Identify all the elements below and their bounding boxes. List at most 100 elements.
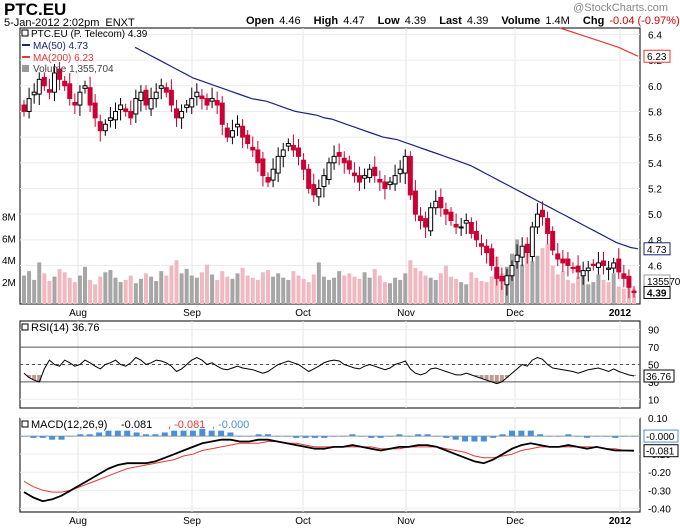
macd-histogram-bar xyxy=(368,436,375,438)
macd-histogram-bar xyxy=(86,434,93,437)
candle-body xyxy=(351,172,357,177)
macd-histogram-bar xyxy=(124,430,131,437)
macd-histogram-bar xyxy=(537,434,544,437)
macd-histogram-bar xyxy=(208,430,215,437)
candle-body xyxy=(41,76,47,87)
volume-bar xyxy=(98,276,103,304)
macd-histogram-bar xyxy=(133,432,140,437)
candle-body xyxy=(229,130,235,138)
macd-histogram-bar xyxy=(358,436,365,437)
volume-bar xyxy=(367,277,372,304)
volume-bar xyxy=(57,268,62,304)
candle-body xyxy=(184,104,190,109)
macd-histogram-bar xyxy=(424,434,431,437)
candle-body xyxy=(255,149,261,164)
macd-histogram-bar xyxy=(218,430,225,437)
candle-body xyxy=(265,177,271,183)
open-value: 4.46 xyxy=(279,15,301,27)
candle-body xyxy=(433,200,439,209)
candle-body xyxy=(438,196,444,209)
volume-bar xyxy=(169,265,174,304)
candle-body xyxy=(46,89,52,93)
rsi-tick-label: 10 xyxy=(648,395,660,406)
volume-bar xyxy=(128,275,133,304)
x-tick-label: Sep xyxy=(183,308,201,319)
candle-body xyxy=(199,95,205,100)
candle-body xyxy=(606,267,612,270)
macd-histogram-bar xyxy=(311,436,318,438)
last-label: Last xyxy=(439,15,462,27)
last-price-tag-box xyxy=(643,285,671,299)
volume-bar xyxy=(291,271,296,304)
macd-histogram-bar xyxy=(377,436,384,438)
volume-bar xyxy=(271,276,276,304)
macd-histogram-bar xyxy=(565,434,572,437)
macd-histogram-bar xyxy=(236,436,243,437)
candle-body xyxy=(163,87,169,93)
macd-histogram-bar xyxy=(527,430,534,437)
candle-body xyxy=(565,258,571,266)
macd-tick-label: -0.30 xyxy=(648,486,671,497)
volume-bar xyxy=(205,264,209,304)
macd-histogram-bar xyxy=(509,430,515,437)
volume-bar xyxy=(337,271,342,304)
volume-bar xyxy=(489,276,494,304)
volume-bar xyxy=(138,278,143,304)
macd-histogram-bar xyxy=(462,436,469,442)
candle-body xyxy=(463,220,469,224)
volume-bar xyxy=(403,273,408,304)
candle-body xyxy=(458,226,464,229)
panel-frame-2 xyxy=(19,417,641,513)
volume-bar xyxy=(321,276,326,304)
candle-body xyxy=(631,290,637,293)
macd-histogram-bar xyxy=(293,436,300,438)
volume-bar xyxy=(479,281,484,304)
volume-bar xyxy=(225,276,230,304)
macd-histogram-bar xyxy=(452,436,459,440)
macd-histogram-bar xyxy=(171,430,178,437)
candle-body xyxy=(336,152,342,157)
rsi-tag: 36.76 xyxy=(646,372,671,383)
x-tick-label: Sep xyxy=(183,516,201,527)
macd-histogram-bar xyxy=(396,434,403,437)
low-label: Low xyxy=(377,15,400,27)
price-tick-label: 4.8 xyxy=(648,236,662,247)
macd-histogram-bar xyxy=(77,434,84,437)
macd-histogram-bar xyxy=(490,436,497,438)
volume-bar xyxy=(230,278,235,304)
price-tick-label: 5.0 xyxy=(648,210,662,221)
volume-label: Volume xyxy=(501,15,541,27)
last-price-tag: 4.39 xyxy=(647,288,667,299)
volume-bar xyxy=(88,279,93,304)
macd-histogram-bar xyxy=(621,436,628,437)
candle-body xyxy=(570,266,576,269)
macd-histogram-bar xyxy=(330,436,337,437)
candle-body xyxy=(555,253,561,260)
macd-histogram-bar xyxy=(499,434,506,437)
volume-bar xyxy=(520,264,525,304)
macd-histogram-bar xyxy=(405,436,412,437)
legend-rsi-icon xyxy=(21,323,29,331)
candle-body xyxy=(479,243,484,247)
legend-rsi: RSI(14) 36.76 xyxy=(31,322,99,334)
candle-body xyxy=(296,147,301,157)
macd-tick-label: -0.40 xyxy=(648,504,671,515)
x-tick-label: Oct xyxy=(295,516,311,527)
macd-histogram-bar xyxy=(555,436,562,437)
macd-tick-label: -0.20 xyxy=(648,468,671,479)
macd-tag-box xyxy=(643,444,679,458)
candle-body xyxy=(494,266,500,279)
candle-body xyxy=(204,98,210,106)
candle-body xyxy=(621,273,627,279)
legend-volume-icon xyxy=(22,65,29,72)
candle-body xyxy=(36,78,42,95)
legend-macd-name: MACD(12,26,9) xyxy=(31,419,107,431)
macd-tag: -0.081 xyxy=(646,447,675,458)
candle-body xyxy=(57,68,63,80)
volume-bar xyxy=(459,282,464,304)
candle-body xyxy=(153,91,159,100)
ma200-tag-box xyxy=(643,49,671,63)
volume-bar xyxy=(174,260,179,304)
candle-body xyxy=(326,162,332,180)
volume-tick-label: 8M xyxy=(2,212,16,223)
